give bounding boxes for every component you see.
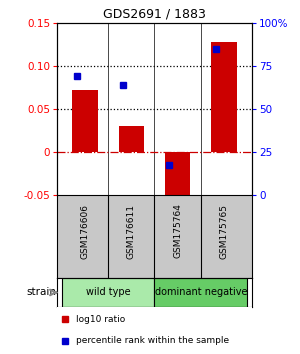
Bar bbox=[154, 278, 248, 307]
Text: dominant negative: dominant negative bbox=[155, 287, 247, 297]
Text: wild type: wild type bbox=[86, 287, 130, 297]
Bar bbox=[118, 126, 144, 152]
Text: strain: strain bbox=[26, 287, 56, 297]
Text: GSM175765: GSM175765 bbox=[220, 204, 229, 258]
Text: GSM176606: GSM176606 bbox=[80, 204, 89, 258]
Title: GDS2691 / 1883: GDS2691 / 1883 bbox=[103, 7, 206, 21]
Text: percentile rank within the sample: percentile rank within the sample bbox=[76, 337, 230, 346]
Text: GSM176611: GSM176611 bbox=[127, 204, 136, 258]
Bar bbox=[212, 42, 237, 152]
Bar bbox=[72, 90, 98, 152]
Text: GSM175764: GSM175764 bbox=[173, 204, 182, 258]
Text: log10 ratio: log10 ratio bbox=[76, 315, 126, 324]
Bar bbox=[61, 278, 154, 307]
Bar bbox=[165, 152, 190, 200]
